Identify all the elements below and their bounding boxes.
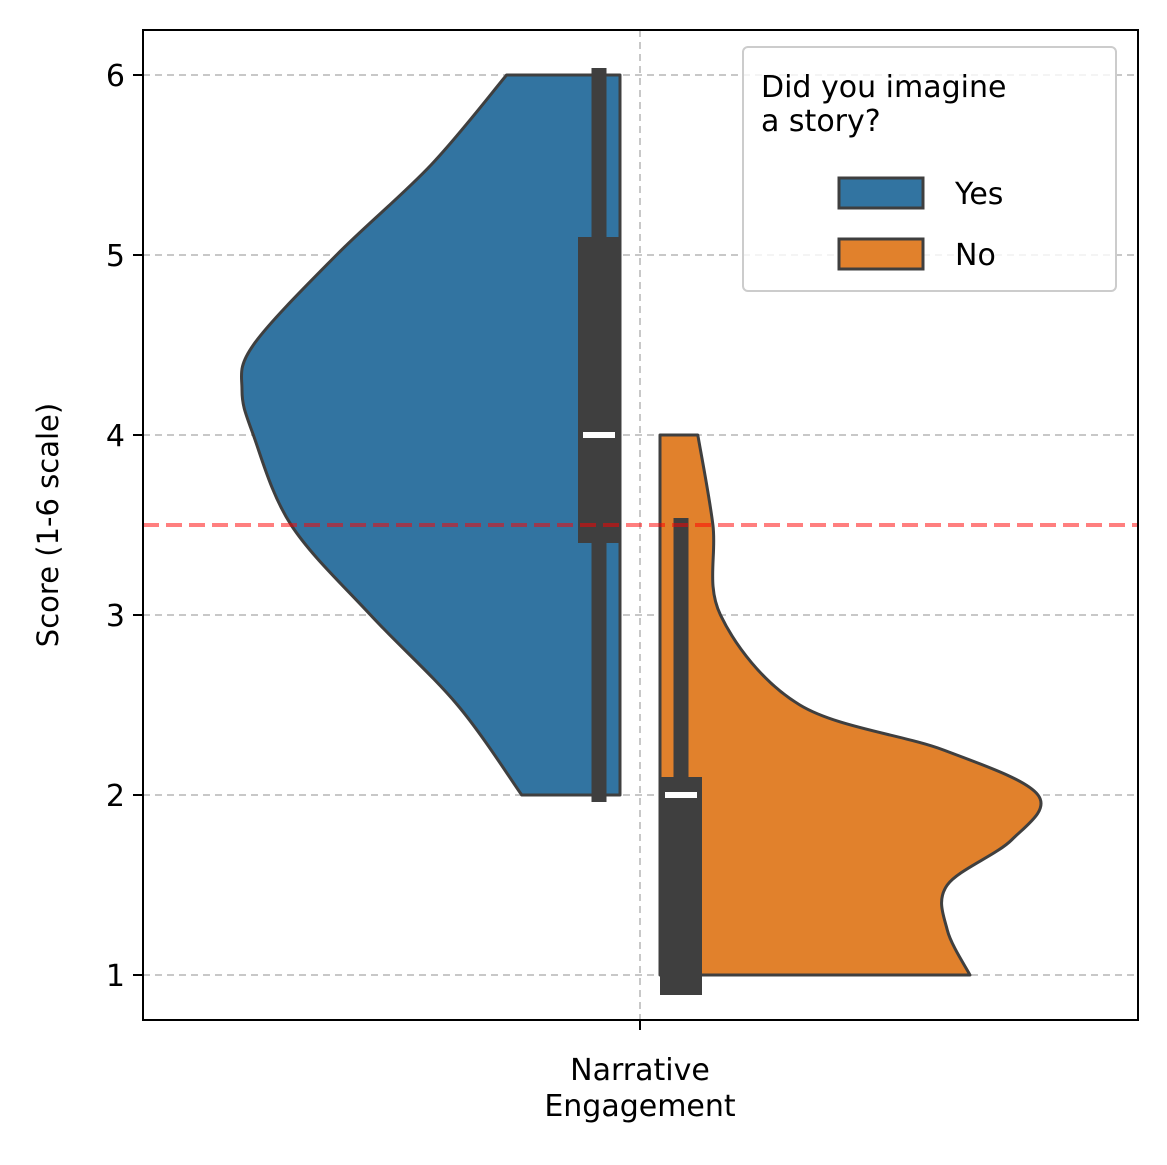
x-tick-label-line: Engagement bbox=[544, 1089, 736, 1124]
y-tick-label: 5 bbox=[106, 239, 125, 274]
legend-title-line: a story? bbox=[761, 104, 881, 139]
y-axis-label: Score (1-6 scale) bbox=[31, 403, 65, 647]
x-tick-label-line: Narrative bbox=[570, 1053, 710, 1088]
y-tick-label: 2 bbox=[106, 779, 125, 814]
y-axis: 1 2 3 4 5 6 bbox=[106, 59, 143, 994]
y-tick-label: 4 bbox=[106, 419, 125, 454]
y-tick-label: 6 bbox=[106, 59, 125, 94]
violin-layer bbox=[239, 68, 1043, 995]
legend-swatch-yes bbox=[837, 176, 925, 210]
legend-label-no: No bbox=[955, 238, 996, 273]
legend-label-yes: Yes bbox=[954, 177, 1003, 212]
violin-yes bbox=[239, 73, 622, 797]
y-tick-label: 1 bbox=[106, 959, 125, 994]
legend-title: Did you imagine a story? bbox=[761, 70, 1006, 139]
violin-no bbox=[658, 433, 1043, 977]
y-tick-label: 3 bbox=[106, 599, 125, 634]
x-axis: Narrative Engagement bbox=[544, 1020, 736, 1124]
legend-box bbox=[742, 46, 1117, 292]
legend-swatch-no bbox=[837, 237, 925, 271]
x-tick-label: Narrative Engagement bbox=[544, 1053, 736, 1124]
legend-title-line: Did you imagine bbox=[761, 70, 1006, 105]
legend: Did you imagine a story? Yes No bbox=[742, 46, 1117, 292]
